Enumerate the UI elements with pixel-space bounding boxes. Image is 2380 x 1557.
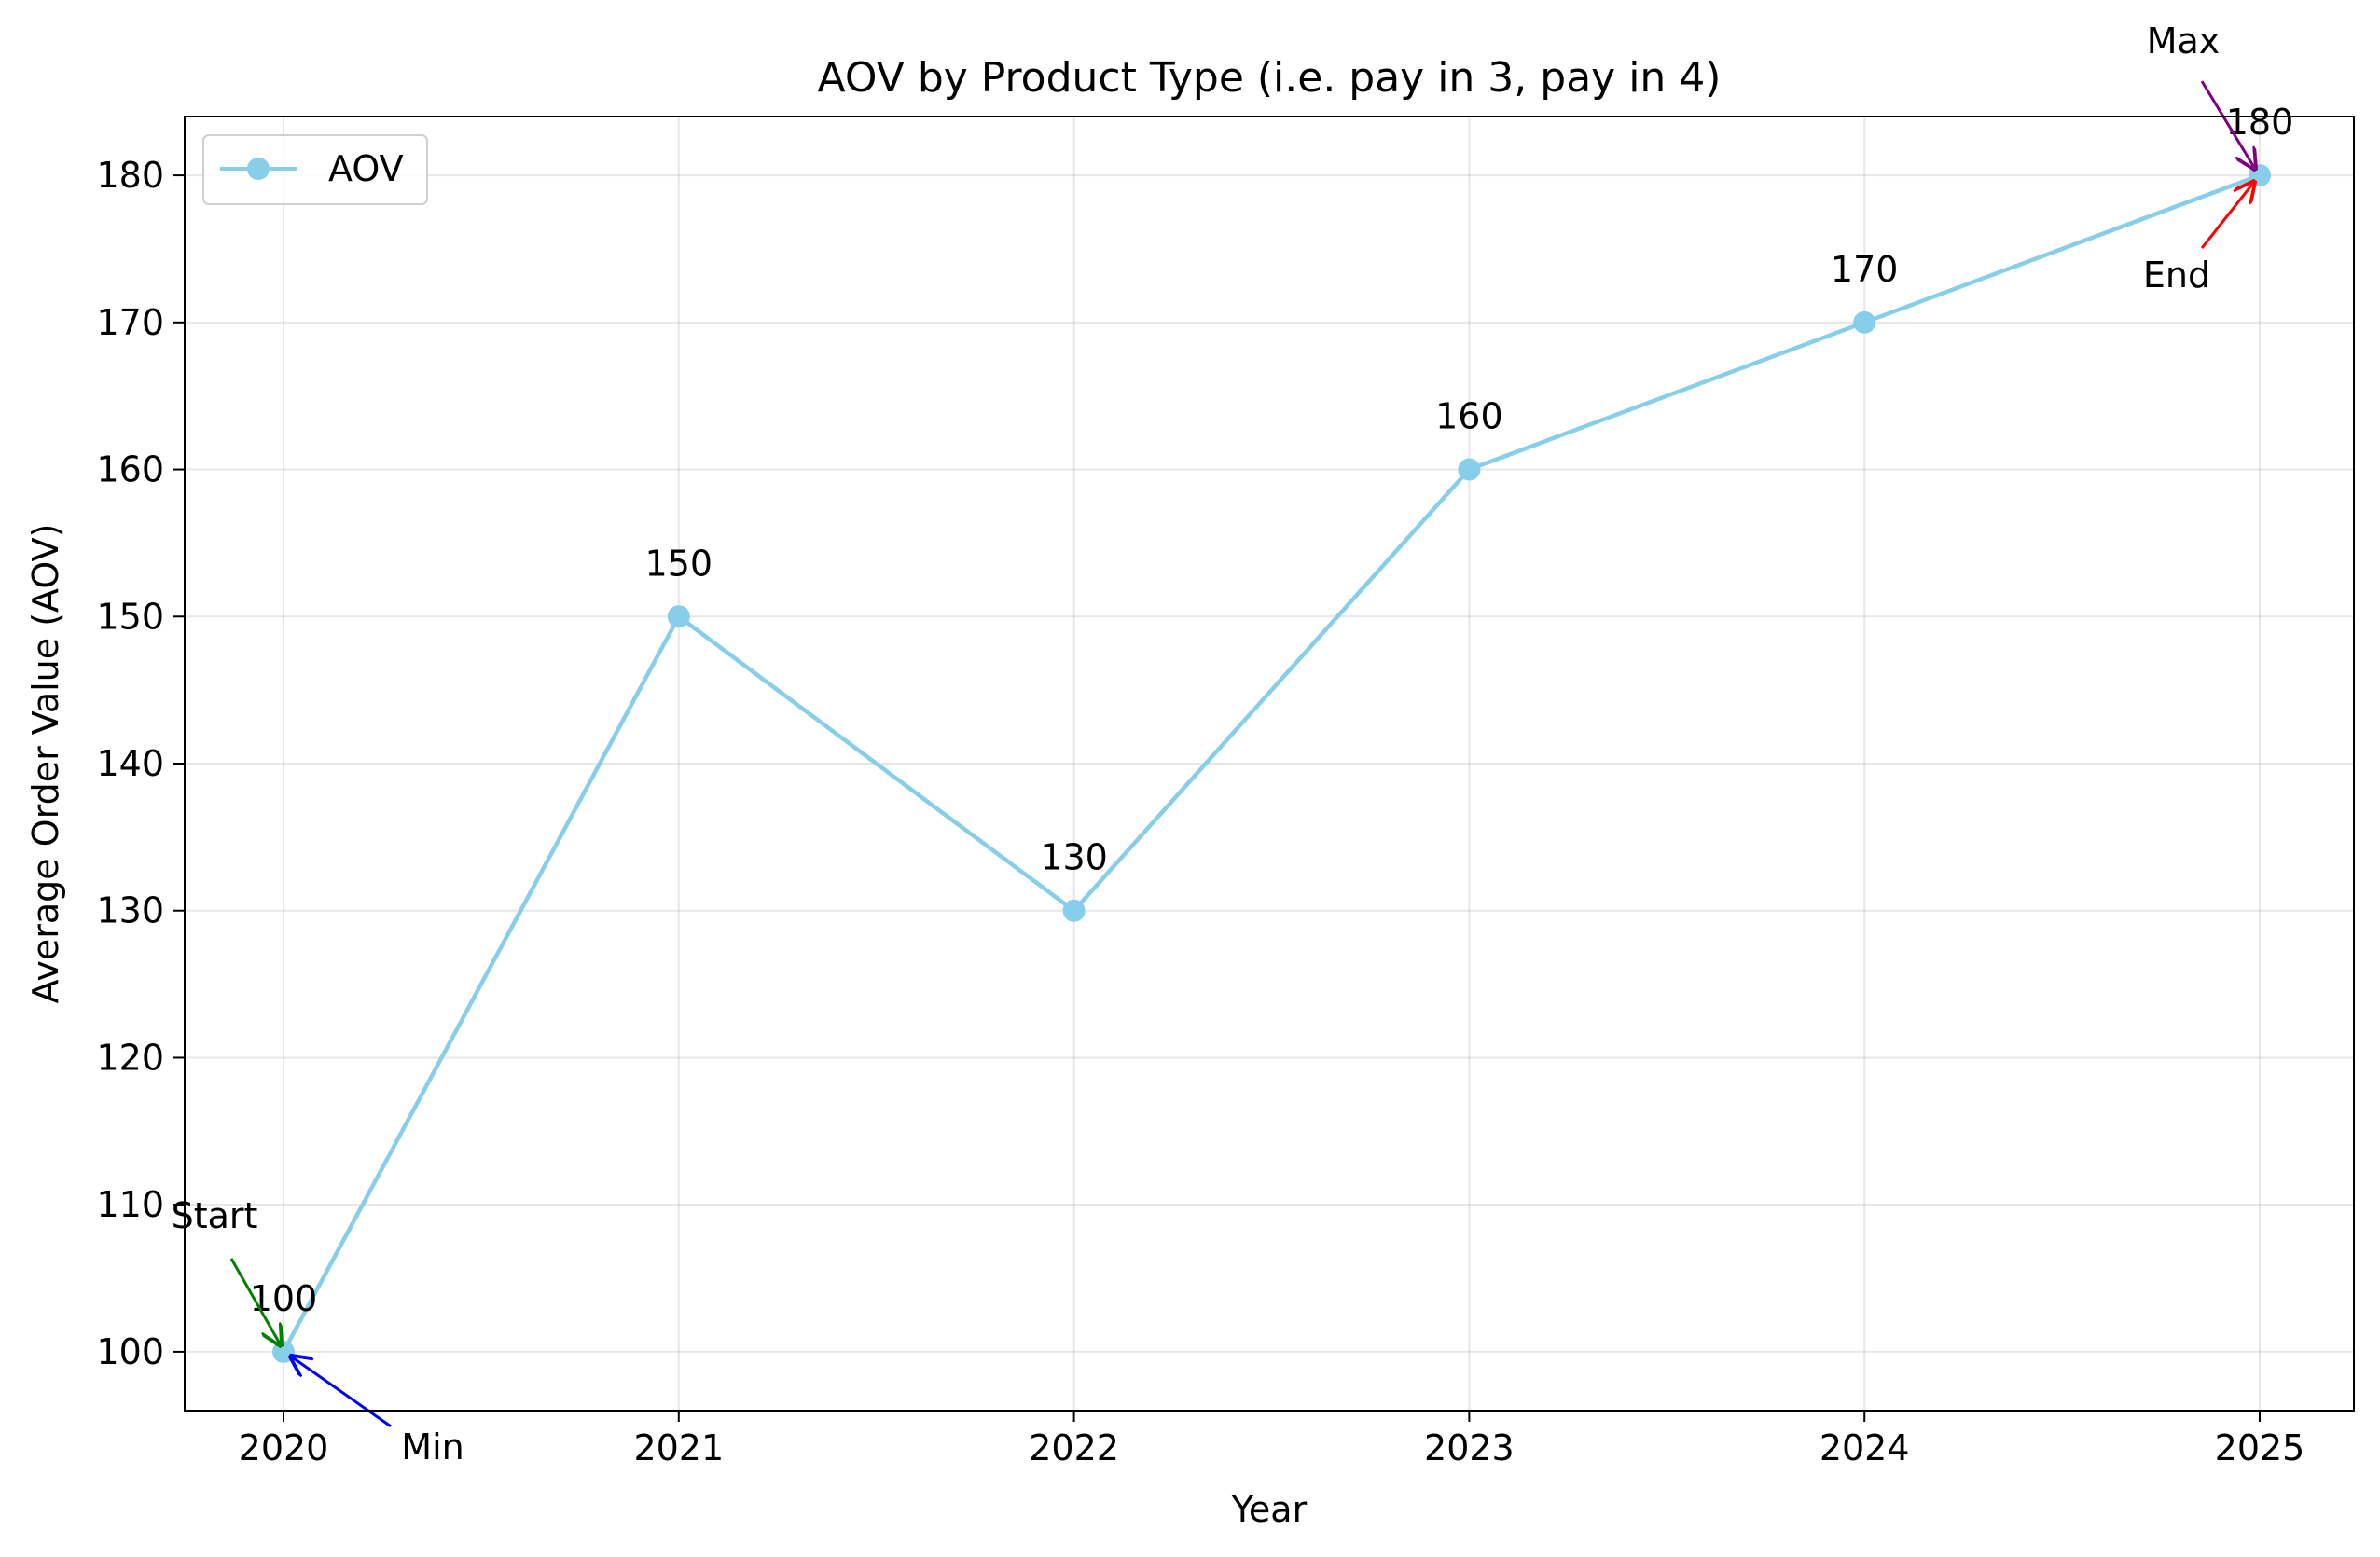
point-2022 bbox=[1062, 899, 1086, 922]
x-tick-label-2025: 2025 bbox=[2215, 1427, 2305, 1468]
data-label-2025: 180 bbox=[2226, 102, 2294, 143]
y-axis-label: Average Order Value (AOV) bbox=[25, 524, 66, 1004]
data-label-2022: 130 bbox=[1040, 837, 1108, 878]
legend-box bbox=[202, 134, 428, 205]
chart-title: AOV by Product Type (i.e. pay in 3, pay … bbox=[818, 54, 1722, 102]
point-2020 bbox=[272, 1340, 295, 1363]
series-line-aov bbox=[282, 172, 2261, 1353]
data-label-2024: 170 bbox=[1831, 249, 1899, 290]
x-tick-label-2022: 2022 bbox=[1029, 1427, 1119, 1468]
y-axis-ticks: 100 110 120 130 140 150 160 170 180 bbox=[96, 155, 185, 1372]
point-2021 bbox=[667, 605, 690, 628]
y-tick-label-170: 170 bbox=[96, 302, 164, 343]
annotation-arrow-end bbox=[2200, 182, 2254, 250]
y-tick-label-100: 100 bbox=[96, 1331, 164, 1372]
y-tick-label-180: 180 bbox=[96, 155, 164, 196]
annotations: Start Min Max End bbox=[172, 21, 2255, 1467]
annotation-arrow-max bbox=[2200, 80, 2255, 169]
point-2023 bbox=[1458, 458, 1481, 481]
annotation-arrow-min bbox=[291, 1357, 392, 1428]
grid-lines bbox=[185, 117, 2354, 1411]
x-tick-label-2023: 2023 bbox=[1424, 1427, 1515, 1468]
y-tick-label-140: 140 bbox=[96, 743, 164, 784]
data-labels: 100 150 130 160 170 180 bbox=[250, 102, 2294, 1319]
annotation-min: Min bbox=[401, 1426, 464, 1467]
y-tick-label-150: 150 bbox=[96, 596, 164, 637]
annotation-end: End bbox=[2143, 255, 2210, 296]
legend-entry-aov: AOV bbox=[328, 148, 404, 189]
annotation-arrow-start bbox=[229, 1258, 281, 1345]
data-label-2020: 100 bbox=[250, 1278, 318, 1319]
y-tick-label-160: 160 bbox=[96, 449, 164, 490]
legend-marker-swatch bbox=[247, 158, 270, 180]
data-label-2023: 160 bbox=[1435, 396, 1503, 437]
y-tick-label-110: 110 bbox=[96, 1184, 164, 1225]
x-tick-label-2024: 2024 bbox=[1820, 1427, 1910, 1468]
x-tick-label-2021: 2021 bbox=[633, 1427, 724, 1468]
data-label-2021: 150 bbox=[645, 543, 713, 584]
annotation-max: Max bbox=[2147, 21, 2221, 62]
y-tick-label-120: 120 bbox=[96, 1037, 164, 1078]
legend: AOV bbox=[202, 134, 428, 205]
x-tick-label-2020: 2020 bbox=[239, 1427, 329, 1468]
y-tick-label-130: 130 bbox=[96, 890, 164, 931]
point-2024 bbox=[1853, 310, 1876, 334]
x-axis-ticks: 2020 2021 2022 2023 2024 2025 bbox=[239, 1411, 2305, 1468]
annotation-start: Start bbox=[172, 1195, 258, 1236]
x-axis-label: Year bbox=[1231, 1489, 1308, 1530]
